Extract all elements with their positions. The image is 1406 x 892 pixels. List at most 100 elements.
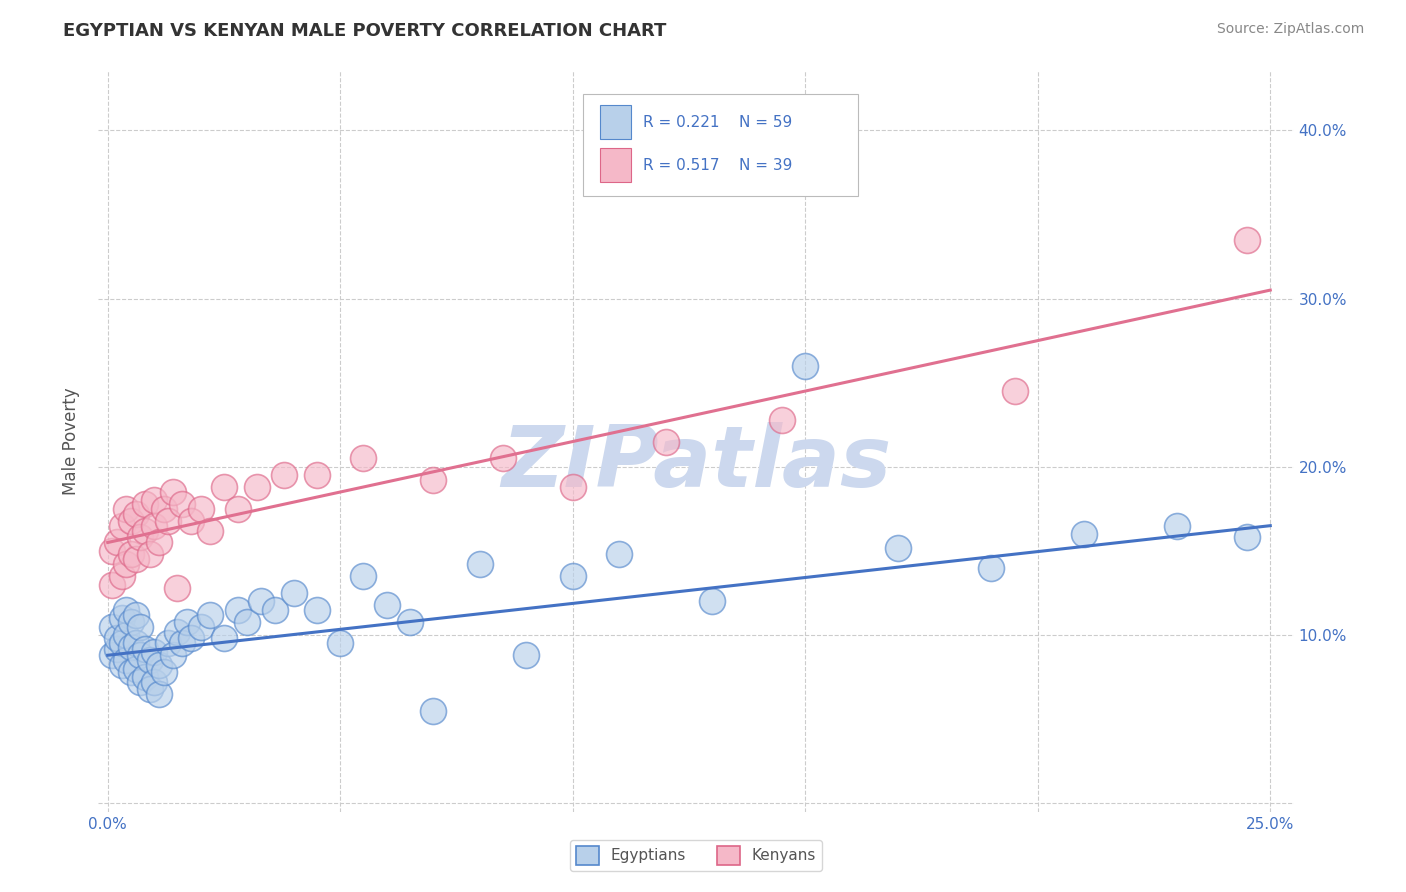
- Point: [157, 514, 180, 528]
- Point: [162, 648, 184, 663]
- Point: [1073, 527, 1095, 541]
- Point: [124, 607, 146, 622]
- Point: [148, 687, 170, 701]
- Point: [115, 628, 138, 642]
- Point: [124, 662, 146, 676]
- Point: [115, 501, 138, 516]
- Text: R = 0.221    N = 59: R = 0.221 N = 59: [643, 115, 792, 129]
- Point: [226, 501, 249, 516]
- Point: [655, 434, 678, 449]
- Point: [190, 619, 212, 633]
- Point: [1236, 531, 1258, 545]
- Point: [245, 480, 267, 494]
- Point: [120, 514, 142, 528]
- Point: [143, 645, 166, 659]
- Point: [176, 615, 198, 629]
- Y-axis label: Male Poverty: Male Poverty: [62, 388, 80, 495]
- Point: [111, 658, 134, 673]
- Point: [226, 603, 249, 617]
- Point: [115, 558, 138, 572]
- Point: [353, 451, 375, 466]
- Point: [162, 485, 184, 500]
- Point: [329, 636, 352, 650]
- Point: [212, 480, 235, 494]
- Point: [980, 560, 1002, 574]
- Point: [353, 569, 375, 583]
- Text: ZIPatlas: ZIPatlas: [501, 422, 891, 505]
- Point: [887, 541, 910, 555]
- Point: [283, 586, 305, 600]
- Point: [134, 497, 156, 511]
- Text: Source: ZipAtlas.com: Source: ZipAtlas.com: [1216, 22, 1364, 37]
- Text: R = 0.517    N = 39: R = 0.517 N = 39: [643, 158, 792, 172]
- Point: [129, 648, 152, 663]
- Point: [1166, 518, 1188, 533]
- Point: [124, 507, 146, 521]
- Point: [422, 704, 444, 718]
- Point: [129, 531, 152, 545]
- Point: [111, 518, 134, 533]
- Point: [172, 636, 194, 650]
- Point: [399, 615, 422, 629]
- Point: [120, 640, 142, 654]
- Point: [264, 603, 287, 617]
- Point: [152, 665, 174, 679]
- Point: [134, 524, 156, 538]
- Point: [468, 558, 491, 572]
- Point: [515, 648, 537, 663]
- Point: [422, 473, 444, 487]
- Point: [180, 632, 202, 646]
- Point: [138, 681, 160, 696]
- Point: [1236, 233, 1258, 247]
- Point: [172, 497, 194, 511]
- Point: [180, 514, 202, 528]
- Point: [111, 611, 134, 625]
- Point: [152, 501, 174, 516]
- Point: [305, 468, 328, 483]
- Point: [105, 632, 128, 646]
- Point: [129, 619, 152, 633]
- Point: [143, 493, 166, 508]
- Point: [212, 632, 235, 646]
- Point: [101, 577, 124, 591]
- Point: [115, 603, 138, 617]
- Point: [138, 653, 160, 667]
- Point: [111, 569, 134, 583]
- Point: [166, 624, 188, 639]
- Point: [101, 619, 124, 633]
- Point: [120, 665, 142, 679]
- Point: [166, 581, 188, 595]
- Point: [1004, 384, 1026, 398]
- Point: [148, 535, 170, 549]
- Text: EGYPTIAN VS KENYAN MALE POVERTY CORRELATION CHART: EGYPTIAN VS KENYAN MALE POVERTY CORRELAT…: [63, 22, 666, 40]
- Point: [492, 451, 515, 466]
- Point: [198, 524, 221, 538]
- Point: [143, 675, 166, 690]
- Point: [250, 594, 273, 608]
- Point: [375, 598, 398, 612]
- Point: [124, 636, 146, 650]
- Point: [134, 670, 156, 684]
- Point: [305, 603, 328, 617]
- Point: [124, 552, 146, 566]
- Legend: Egyptians, Kenyans: Egyptians, Kenyans: [569, 840, 823, 871]
- Point: [794, 359, 817, 373]
- Point: [101, 544, 124, 558]
- Point: [770, 412, 793, 426]
- Point: [115, 653, 138, 667]
- Point: [561, 569, 583, 583]
- Point: [143, 518, 166, 533]
- Point: [120, 547, 142, 561]
- Point: [702, 594, 724, 608]
- Point: [105, 535, 128, 549]
- Point: [148, 658, 170, 673]
- Point: [105, 641, 128, 656]
- Point: [198, 607, 221, 622]
- Point: [561, 480, 583, 494]
- Point: [101, 648, 124, 663]
- Point: [134, 641, 156, 656]
- Point: [190, 501, 212, 516]
- Point: [138, 547, 160, 561]
- Point: [120, 615, 142, 629]
- Point: [111, 636, 134, 650]
